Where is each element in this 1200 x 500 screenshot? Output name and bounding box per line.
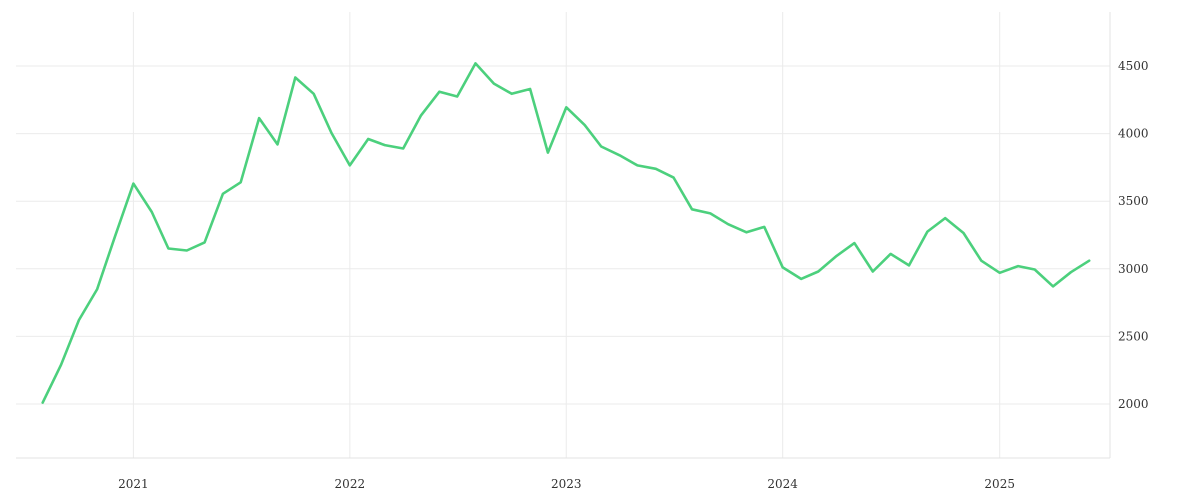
x-tick-label: 2025 bbox=[984, 477, 1015, 491]
gridlines bbox=[16, 12, 1110, 458]
x-tick-label: 2024 bbox=[767, 477, 798, 491]
y-tick-label: 3500 bbox=[1118, 194, 1149, 208]
y-tick-label: 2500 bbox=[1118, 329, 1149, 343]
y-tick-label: 4000 bbox=[1118, 127, 1149, 141]
tick-labels: 2000 2500 3000 3500 4000 4500 2021 2022 2023 2024… bbox=[118, 59, 1148, 491]
y-tick-label: 3000 bbox=[1118, 262, 1149, 276]
series-layer bbox=[41, 62, 1091, 404]
x-tick-label: 2021 bbox=[118, 477, 149, 491]
y-tick-label: 2000 bbox=[1118, 397, 1149, 411]
axes bbox=[16, 12, 1111, 459]
series-line bbox=[41, 62, 1091, 404]
x-tick-label: 2022 bbox=[335, 477, 366, 491]
x-tick-label: 2023 bbox=[551, 477, 582, 491]
y-tick-label: 4500 bbox=[1118, 59, 1149, 73]
